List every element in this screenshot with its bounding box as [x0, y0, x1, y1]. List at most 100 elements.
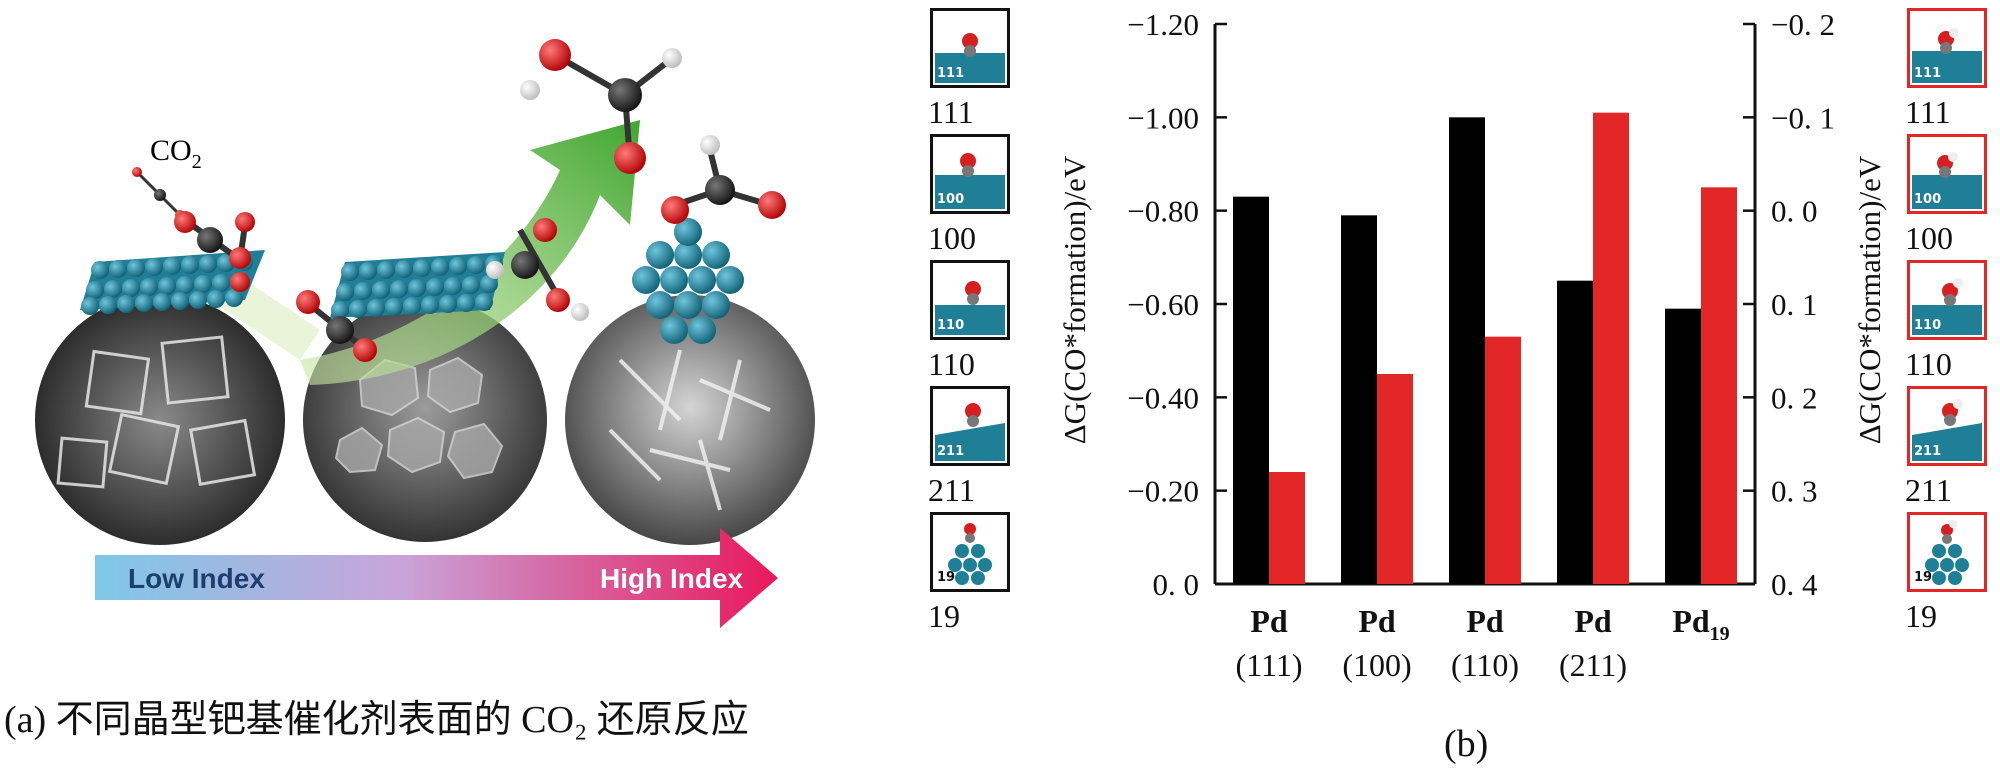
- category-sublabel: (110): [1451, 647, 1519, 683]
- left-tick-label: −0.20: [1127, 474, 1199, 509]
- category-sublabel: (111): [1236, 647, 1303, 683]
- surface-model-image: 100: [930, 134, 1010, 214]
- thumbnail-label: 100: [928, 220, 976, 256]
- sem-image-cubes: [35, 295, 285, 545]
- left-tick-label: −0.80: [1127, 194, 1199, 229]
- adsorbate-left: [174, 211, 255, 292]
- reaction-illustration: CO2 Low Index High Index: [35, 39, 815, 628]
- green-curved-arrow: [300, 120, 640, 385]
- category-label: Pd: [1250, 603, 1288, 639]
- black-bar: [1665, 308, 1701, 584]
- left-tick-label: −0.60: [1127, 287, 1199, 322]
- bar-chart: 0. 0 −0.20 −0.40 −0.60 −0.80 −1.00 −1.20 0. 4 0.…: [1057, 7, 1887, 683]
- left-tick-label: 0. 0: [1153, 567, 1200, 602]
- thumbnail-label: 111: [928, 94, 974, 130]
- black-bar: [1233, 196, 1269, 584]
- thumbnail-111-right: 111 111: [1905, 8, 1997, 134]
- left-tick-label: −0.40: [1127, 380, 1199, 415]
- panel-a: CO2 Low Index High Index (a) 不同晶型钯基催化剂表面…: [0, 0, 900, 770]
- thumbnail-column-left: 111 111 100 100 110 110 211 211 19 19: [928, 8, 1020, 638]
- right-tick-label: −0. 1: [1771, 100, 1835, 135]
- tick-labels: 0. 0 −0.20 −0.40 −0.60 −0.80 −1.00 −1.20 0. 4 0.…: [1127, 7, 1835, 683]
- co2-label: CO2: [150, 134, 202, 173]
- black-bar: [1557, 280, 1593, 584]
- thumbnail-110-left: 110 110: [928, 260, 1020, 386]
- thumbnail-label: 110: [1905, 346, 1952, 382]
- surface-model-image: 110: [930, 260, 1010, 340]
- caption-a: (a) 不同晶型钯基催化剂表面的 CO₂ 还原反应: [4, 699, 749, 741]
- right-tick-label: 0. 4: [1771, 567, 1818, 602]
- formic-acid-top: [520, 39, 682, 174]
- red-bar: [1701, 187, 1737, 585]
- thumbnail-100-right: 100 100: [1905, 134, 1997, 260]
- thumbnail-label: 19: [1905, 598, 1937, 634]
- right-tick-label: −0. 2: [1771, 7, 1835, 42]
- thumbnail-tag: 100: [937, 192, 965, 207]
- left-tick-label: −1.20: [1127, 7, 1199, 42]
- right-tick-label: 0. 0: [1771, 194, 1818, 229]
- left-tick-label: −1.00: [1127, 100, 1199, 135]
- right-tick-label: 0. 1: [1771, 287, 1818, 322]
- arrow-low-label: Low Index: [128, 563, 265, 594]
- thumbnail-column-right: 111 111 100 100 110 110 211 211 19 19: [1905, 8, 1997, 638]
- thumbnail-tag: 111: [937, 66, 965, 81]
- red-bar: [1269, 472, 1305, 584]
- thumbnail-211-right: 211 211: [1905, 386, 1997, 512]
- index-gradient-arrow: Low Index High Index: [95, 528, 778, 628]
- surface-model-image: 211: [930, 386, 1010, 466]
- category-label: Pd19: [1672, 603, 1729, 645]
- red-bar: [1377, 374, 1413, 584]
- arrow-high-label: High Index: [600, 563, 744, 594]
- surface-model-image: 211: [1907, 386, 1987, 466]
- cluster-model-image: 19: [930, 512, 1010, 592]
- category-label-base: Pd: [1672, 603, 1710, 639]
- category-label: Pd: [1574, 603, 1612, 639]
- category-label: Pd: [1358, 603, 1396, 639]
- thumbnail-tag: 111: [1914, 66, 1942, 81]
- caption-b: (b): [1444, 723, 1489, 765]
- thumbnail-tag: 211: [937, 444, 965, 459]
- thumbnail-19-right: 19 19: [1905, 512, 1997, 638]
- right-tick-label: 0. 2: [1771, 380, 1818, 415]
- category-sublabel: (211): [1559, 647, 1627, 683]
- thumbnail-100-left: 100 100: [928, 134, 1020, 260]
- left-axis-title: ΔG(CO*formation)/eV: [1057, 155, 1092, 444]
- adsorbate-middle: [296, 218, 589, 362]
- surface-model-image: 111: [1907, 8, 1987, 88]
- black-bar: [1449, 117, 1485, 584]
- category-sublabel: (100): [1342, 647, 1411, 683]
- thumbnail-tag: 110: [937, 318, 965, 333]
- thumbnail-label: 100: [1905, 220, 1953, 256]
- thumbnail-tag: 100: [1914, 192, 1942, 207]
- thumbnail-label: 211: [1905, 472, 1952, 508]
- category-label: Pd: [1466, 603, 1504, 639]
- pd-cluster: [632, 218, 744, 344]
- surface-model-image: 111: [930, 8, 1010, 88]
- right-axis-title: ΔG(CO*formation)/eV: [1852, 155, 1887, 444]
- thumbnail-19-left: 19 19: [928, 512, 1020, 638]
- right-tick-label: 0. 3: [1771, 474, 1818, 509]
- thumbnail-label: 110: [928, 346, 975, 382]
- thumbnail-label: 19: [928, 598, 960, 634]
- thumbnail-label: 211: [928, 472, 975, 508]
- pd-slab-middle: [330, 252, 505, 319]
- co2-molecule: [132, 167, 185, 220]
- thumbnail-tag: 19: [937, 570, 956, 585]
- thumbnail-label: 111: [1905, 94, 1951, 130]
- category-label-subscript: 19: [1710, 623, 1730, 645]
- sem-image-flowers: [565, 295, 815, 545]
- black-bar: [1341, 215, 1377, 585]
- bars: [1233, 112, 1737, 585]
- red-bar: [1485, 336, 1521, 584]
- thumbnail-110-right: 110 110: [1905, 260, 1997, 386]
- adsorbate-cluster: [661, 135, 786, 224]
- red-bar: [1593, 112, 1629, 585]
- thumbnail-111-left: 111 111: [928, 8, 1020, 134]
- surface-model-image: 110: [1907, 260, 1987, 340]
- thumbnail-tag: 110: [1914, 318, 1942, 333]
- thumbnail-tag: 19: [1914, 570, 1933, 585]
- surface-model-image: 100: [1907, 134, 1987, 214]
- cluster-model-image: 19: [1907, 512, 1987, 592]
- thumbnail-211-left: 211 211: [928, 386, 1020, 512]
- thumbnail-tag: 211: [1914, 444, 1942, 459]
